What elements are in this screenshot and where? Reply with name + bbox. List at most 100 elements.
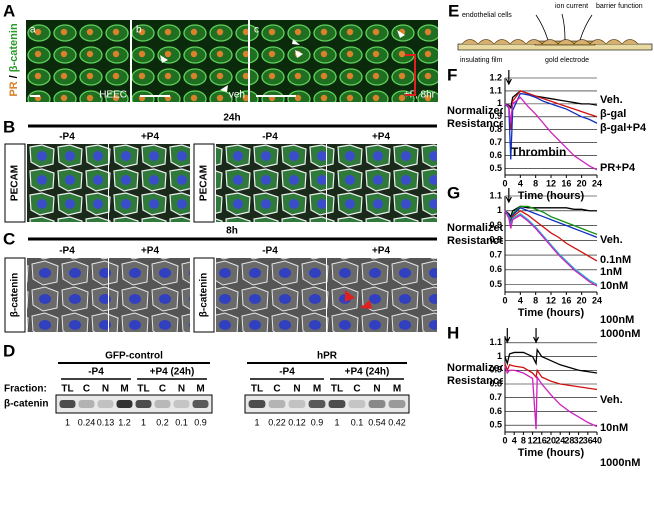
quant-value: 0.2 <box>156 417 169 427</box>
stain-label: PR / β-catenin <box>8 23 20 97</box>
fraction-label: Fraction: <box>4 384 47 395</box>
x-tick-label: 24 <box>555 435 565 445</box>
y-tick-label: 0.9 <box>489 111 502 121</box>
micrograph <box>26 20 130 102</box>
event-arrow <box>505 188 512 204</box>
x-tick-label: 8 <box>521 435 526 445</box>
panel-label: C <box>3 229 15 248</box>
y-tick-label: 0.6 <box>489 150 502 160</box>
panel-label: H <box>447 323 459 342</box>
y-tick-label: 0.5 <box>489 279 502 289</box>
quant-value: 1 <box>141 417 146 427</box>
condition: -P4 <box>262 246 278 257</box>
lane-label: N <box>373 384 380 395</box>
quant-value: 0.9 <box>311 417 324 427</box>
y-tick-label: 0.5 <box>489 163 502 173</box>
x-tick-label: 12 <box>528 435 538 445</box>
x-tick-label: 24 <box>592 178 602 188</box>
lane-label: N <box>178 384 185 395</box>
x-axis-title: Time (hours) <box>518 447 585 459</box>
band <box>192 400 209 408</box>
annotation: Thrombin <box>511 145 566 159</box>
band <box>78 400 95 408</box>
y-tick-label: 1.1 <box>489 337 502 347</box>
stain-pr: PR <box>8 81 20 96</box>
lane-label: C <box>83 384 90 395</box>
treatment: +P4 (24h) <box>150 367 195 378</box>
lane-label: M <box>196 384 204 395</box>
series-label: β-gal <box>600 108 626 120</box>
stain-label: PECAM <box>199 165 210 201</box>
band <box>368 400 386 408</box>
y-axis-title: Normalized Resistance <box>447 222 503 247</box>
band <box>388 400 406 408</box>
stain-box <box>4 257 26 333</box>
micrograph <box>216 258 326 332</box>
lane-label: TL <box>61 384 73 395</box>
treatment: -P4 <box>279 367 295 378</box>
series-label: 10nM <box>600 422 628 434</box>
diagram-label: insulating film <box>460 57 503 64</box>
diagram-label: barrier function <box>596 3 643 10</box>
quant-value: 0.54 <box>368 417 386 427</box>
x-tick-label: 20 <box>577 178 587 188</box>
series-label: 100nM <box>600 314 634 326</box>
arrowhead <box>345 290 372 309</box>
treatment: +P4 (24h) <box>345 367 390 378</box>
lane-label: TL <box>331 384 343 395</box>
y-tick-label: 1.1 <box>489 190 502 200</box>
y-tick-label: 0.9 <box>489 365 502 375</box>
lane-label: C <box>273 384 280 395</box>
quant-value: 0.12 <box>288 417 306 427</box>
x-tick-label: 32 <box>574 435 584 445</box>
x-tick-label: 20 <box>546 435 556 445</box>
condition: +P4 <box>372 132 391 143</box>
band <box>59 400 76 408</box>
y-axis-title-box: Normalized Resistance <box>447 362 503 387</box>
micrograph <box>27 258 108 332</box>
micrograph <box>327 144 437 222</box>
subpanel-letter: a <box>30 25 36 36</box>
lane-label: N <box>102 384 109 395</box>
y-tick-label: 0.7 <box>489 249 502 259</box>
lane-label: C <box>353 384 360 395</box>
y-tick-label: 1 <box>497 351 502 361</box>
series-label: PR+P4 <box>600 162 636 174</box>
panel-label: F <box>447 65 457 84</box>
x-tick-label: 36 <box>583 435 593 445</box>
quant-value: 0.1 <box>351 417 364 427</box>
stain-bcat: β-catenin <box>8 23 20 72</box>
series-label: 1000nM <box>600 328 640 340</box>
x-tick-label: 24 <box>592 295 602 305</box>
stain-label: β-catenin <box>10 273 21 317</box>
event-arrow <box>533 328 540 344</box>
y-tick-label: 0.7 <box>489 137 502 147</box>
panel-label: E <box>448 1 459 20</box>
y-tick-label: 1.2 <box>489 72 502 82</box>
panel-label: D <box>3 341 15 360</box>
quant-value: 0.1 <box>175 417 188 427</box>
series-line <box>504 205 597 219</box>
condition: +P4 <box>141 246 160 257</box>
band <box>288 400 306 408</box>
band <box>328 400 346 408</box>
micrograph <box>109 144 190 222</box>
x-tick-label: 4 <box>518 178 523 188</box>
y-tick-label: 0.7 <box>489 392 502 402</box>
lane-label: M <box>313 384 321 395</box>
quant-value: 1 <box>254 417 259 427</box>
series-line <box>504 365 598 430</box>
x-tick-label: 16 <box>537 435 547 445</box>
x-tick-label: 4 <box>512 435 517 445</box>
diagram-label: gold electrode <box>545 57 589 64</box>
stain-box <box>4 143 26 223</box>
condition: -P4 <box>59 132 75 143</box>
x-tick-label: 28 <box>564 435 574 445</box>
lane-label: M <box>393 384 401 395</box>
band <box>268 400 286 408</box>
x-tick-label: 8 <box>533 295 538 305</box>
x-tick-label: 16 <box>561 295 571 305</box>
series-label: 0.1nM <box>600 254 631 266</box>
x-tick-label: 0 <box>502 178 507 188</box>
